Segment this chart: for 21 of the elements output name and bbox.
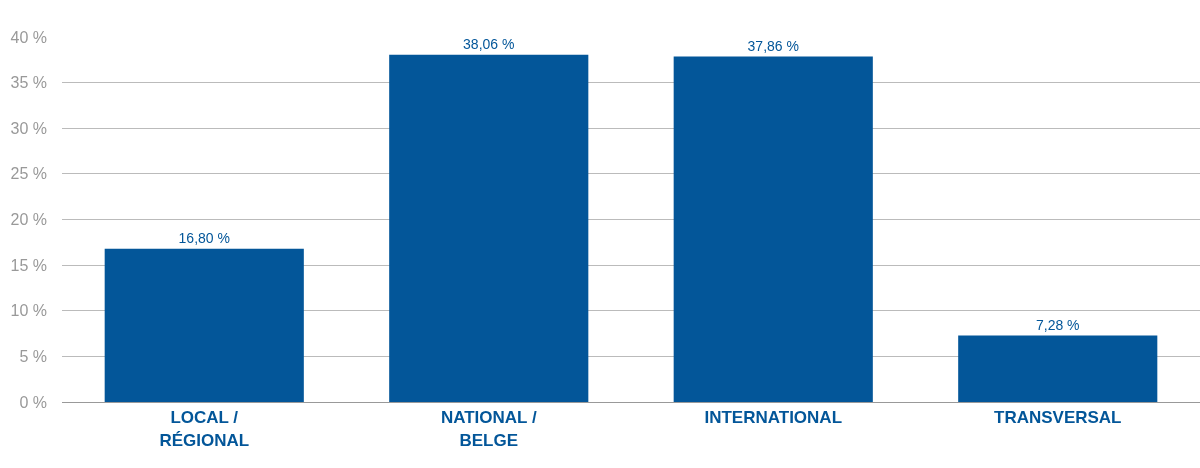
y-tick-label: 35 % bbox=[10, 74, 47, 92]
y-tick-label: 40 % bbox=[10, 28, 47, 46]
bar bbox=[958, 335, 1158, 402]
y-tick-label: 10 % bbox=[10, 302, 47, 320]
data-label: 37,86 % bbox=[747, 37, 799, 54]
y-tick-label: 20 % bbox=[10, 211, 47, 229]
data-label: 38,06 % bbox=[463, 35, 515, 52]
y-tick-label: 30 % bbox=[10, 119, 47, 137]
y-tick-label: 15 % bbox=[10, 256, 47, 274]
data-label: 16,80 % bbox=[178, 229, 230, 246]
bar bbox=[104, 248, 304, 402]
y-tick-label: 25 % bbox=[10, 165, 47, 183]
x-tick-label: INTERNATIONAL bbox=[704, 408, 843, 428]
x-tick-label: LOCAL / RÉGIONAL bbox=[159, 408, 250, 450]
bar bbox=[389, 54, 589, 402]
x-tick-label: NATIONAL / BELGE bbox=[440, 408, 537, 450]
data-label: 7,28 % bbox=[1035, 316, 1080, 333]
x-tick-label: TRANSVERSAL bbox=[993, 408, 1122, 428]
bar bbox=[673, 56, 873, 402]
y-tick-label: 0 % bbox=[19, 393, 47, 411]
y-tick-label: 5 % bbox=[19, 347, 47, 365]
